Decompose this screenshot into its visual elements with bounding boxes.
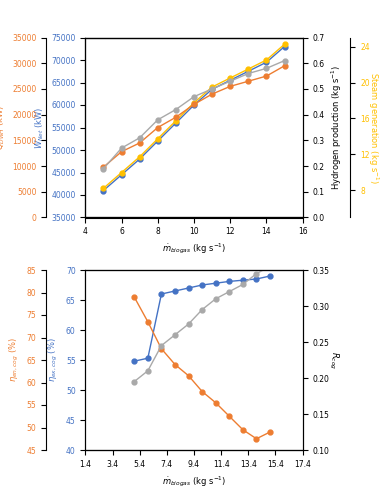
Line: Energy eff.: Energy eff. — [132, 294, 272, 441]
Energy eff. — [268, 429, 272, 435]
Domestic water heating — [137, 140, 142, 146]
Y-axis label: Hydrogen production (kg s$^{-1}$): Hydrogen production (kg s$^{-1}$) — [330, 65, 345, 190]
Net power — [173, 120, 178, 126]
Power to heat ratio — [200, 306, 204, 312]
Domestic water heating — [210, 91, 215, 97]
Energy eff. — [254, 436, 259, 442]
Steam generation — [119, 170, 124, 175]
Domestic water heating — [173, 114, 178, 120]
Line: Domestic water heating: Domestic water heating — [101, 64, 287, 170]
Line: Exergy eff.: Exergy eff. — [132, 274, 272, 364]
Hydrogen production — [173, 106, 178, 112]
Domestic water heating — [192, 102, 196, 107]
Exergy eff. — [268, 273, 272, 279]
Net power — [156, 138, 160, 144]
Net power — [210, 86, 215, 92]
Domestic water heating — [119, 148, 124, 154]
Net power — [282, 44, 287, 50]
Net power — [264, 60, 269, 66]
Domestic water heating — [246, 78, 251, 84]
Net power — [192, 102, 196, 108]
Power to heat ratio — [132, 378, 137, 384]
Domestic water heating — [264, 73, 269, 79]
Line: Net power: Net power — [101, 44, 287, 193]
Power to heat ratio — [159, 342, 164, 348]
Y-axis label: $W_{Net}$ (kW): $W_{Net}$ (kW) — [33, 106, 46, 148]
Net power — [246, 68, 251, 74]
Power to heat ratio — [213, 296, 218, 302]
Hydrogen production — [192, 94, 196, 100]
Net power — [101, 188, 106, 194]
Power to heat ratio — [173, 332, 177, 338]
Y-axis label: Steam generation (kg s$^{-1}$): Steam generation (kg s$^{-1}$) — [367, 72, 381, 184]
Exergy eff. — [186, 285, 191, 291]
Y-axis label: $R_{cog}$: $R_{cog}$ — [327, 351, 341, 369]
Y-axis label: $\eta_{ex,cog}$ (%): $\eta_{ex,cog}$ (%) — [47, 338, 60, 382]
Y-axis label: $\eta_{en,cog}$ (%): $\eta_{en,cog}$ (%) — [8, 338, 21, 382]
Exergy eff. — [132, 358, 137, 364]
Steam generation — [210, 84, 215, 90]
Net power — [137, 156, 142, 162]
Energy eff. — [241, 427, 245, 433]
Power to heat ratio — [186, 321, 191, 327]
Energy eff. — [200, 388, 204, 394]
Exergy eff. — [227, 278, 232, 284]
Steam generation — [173, 118, 178, 124]
Exergy eff. — [173, 288, 177, 294]
Steam generation — [264, 57, 269, 63]
Domestic water heating — [101, 164, 106, 170]
Energy eff. — [213, 400, 218, 406]
Power to heat ratio — [146, 368, 150, 374]
Hydrogen production — [228, 78, 232, 84]
Energy eff. — [132, 294, 137, 300]
Energy eff. — [227, 413, 232, 419]
Hydrogen production — [210, 86, 215, 92]
Energy eff. — [186, 373, 191, 379]
Energy eff. — [173, 362, 177, 368]
Steam generation — [192, 100, 196, 106]
Steam generation — [156, 136, 160, 142]
Exergy eff. — [254, 276, 259, 282]
Line: Hydrogen production: Hydrogen production — [101, 58, 287, 171]
Domestic water heating — [282, 63, 287, 69]
Steam generation — [228, 75, 232, 81]
Hydrogen production — [119, 145, 124, 151]
Energy eff. — [159, 346, 164, 352]
Domestic water heating — [156, 124, 160, 130]
Steam generation — [282, 42, 287, 48]
Exergy eff. — [241, 277, 245, 283]
Hydrogen production — [246, 70, 251, 76]
Exergy eff. — [146, 355, 150, 361]
Legend: Net power, Domestic water heating, Steam generation, Hydrogen production: Net power, Domestic water heating, Steam… — [85, 272, 303, 299]
Net power — [119, 172, 124, 178]
Text: (a): (a) — [186, 292, 202, 302]
Exergy eff. — [159, 291, 164, 297]
X-axis label: $\dot{m}_{biogas}$ (kg s$^{-1}$): $\dot{m}_{biogas}$ (kg s$^{-1}$) — [162, 474, 226, 489]
Line: Power to heat ratio: Power to heat ratio — [132, 264, 272, 384]
Steam generation — [137, 154, 142, 160]
Exergy eff. — [213, 280, 218, 286]
Power to heat ratio — [241, 282, 245, 288]
Line: Steam generation: Steam generation — [101, 42, 287, 190]
X-axis label: $\dot{m}_{biogas}$ (kg s$^{-1}$): $\dot{m}_{biogas}$ (kg s$^{-1}$) — [162, 242, 226, 256]
Power to heat ratio — [268, 264, 272, 270]
Domestic water heating — [228, 84, 232, 89]
Hydrogen production — [282, 58, 287, 64]
Hydrogen production — [264, 66, 269, 71]
Steam generation — [101, 185, 106, 191]
Y-axis label: $Q_{DWH}$ (kW): $Q_{DWH}$ (kW) — [0, 105, 7, 150]
Hydrogen production — [137, 135, 142, 141]
Power to heat ratio — [254, 270, 259, 276]
Net power — [228, 77, 232, 83]
Energy eff. — [146, 319, 150, 325]
Exergy eff. — [200, 282, 204, 288]
Steam generation — [246, 66, 251, 72]
Hydrogen production — [101, 166, 106, 172]
Power to heat ratio — [227, 288, 232, 294]
Hydrogen production — [156, 117, 160, 123]
